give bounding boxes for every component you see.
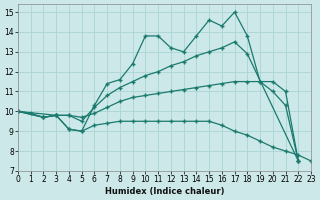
X-axis label: Humidex (Indice chaleur): Humidex (Indice chaleur): [105, 187, 224, 196]
